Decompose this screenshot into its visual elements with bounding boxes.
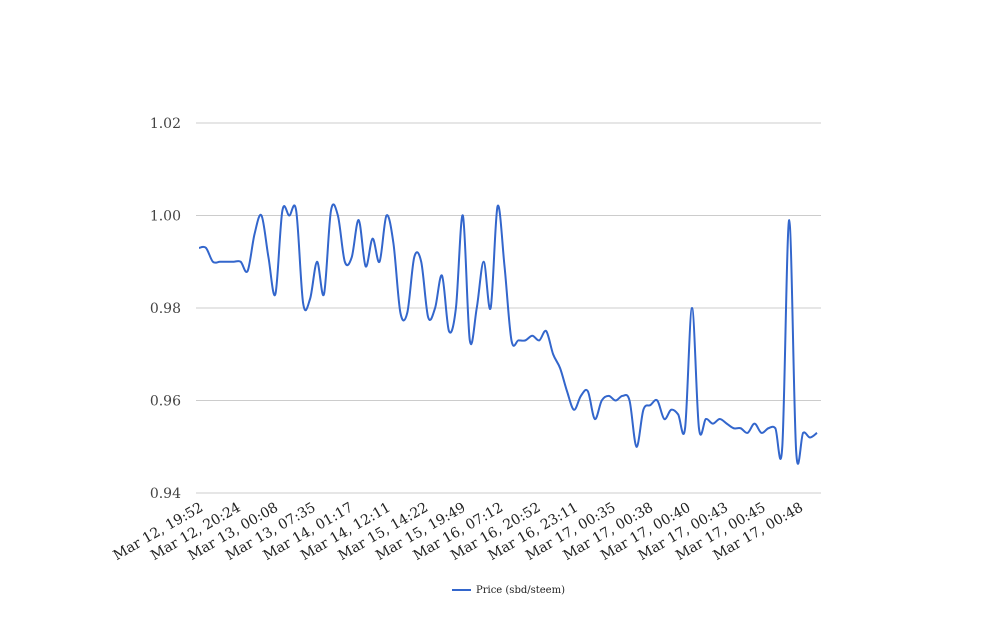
y-tick-label: 1.02	[150, 116, 181, 132]
series-line	[198, 203, 818, 465]
legend-label: Price (sbd/steem)	[476, 585, 565, 596]
y-axis-ticks: 0.94 0.96 0.98 1.00 1.02	[150, 116, 181, 502]
legend: Price (sbd/steem)	[452, 585, 565, 596]
y-tick-label: 1.00	[150, 209, 181, 225]
series-layer	[198, 203, 818, 465]
y-tick-label: 0.98	[150, 301, 181, 317]
y-tick-label: 0.96	[150, 394, 181, 410]
y-tick-label: 0.94	[150, 486, 181, 502]
